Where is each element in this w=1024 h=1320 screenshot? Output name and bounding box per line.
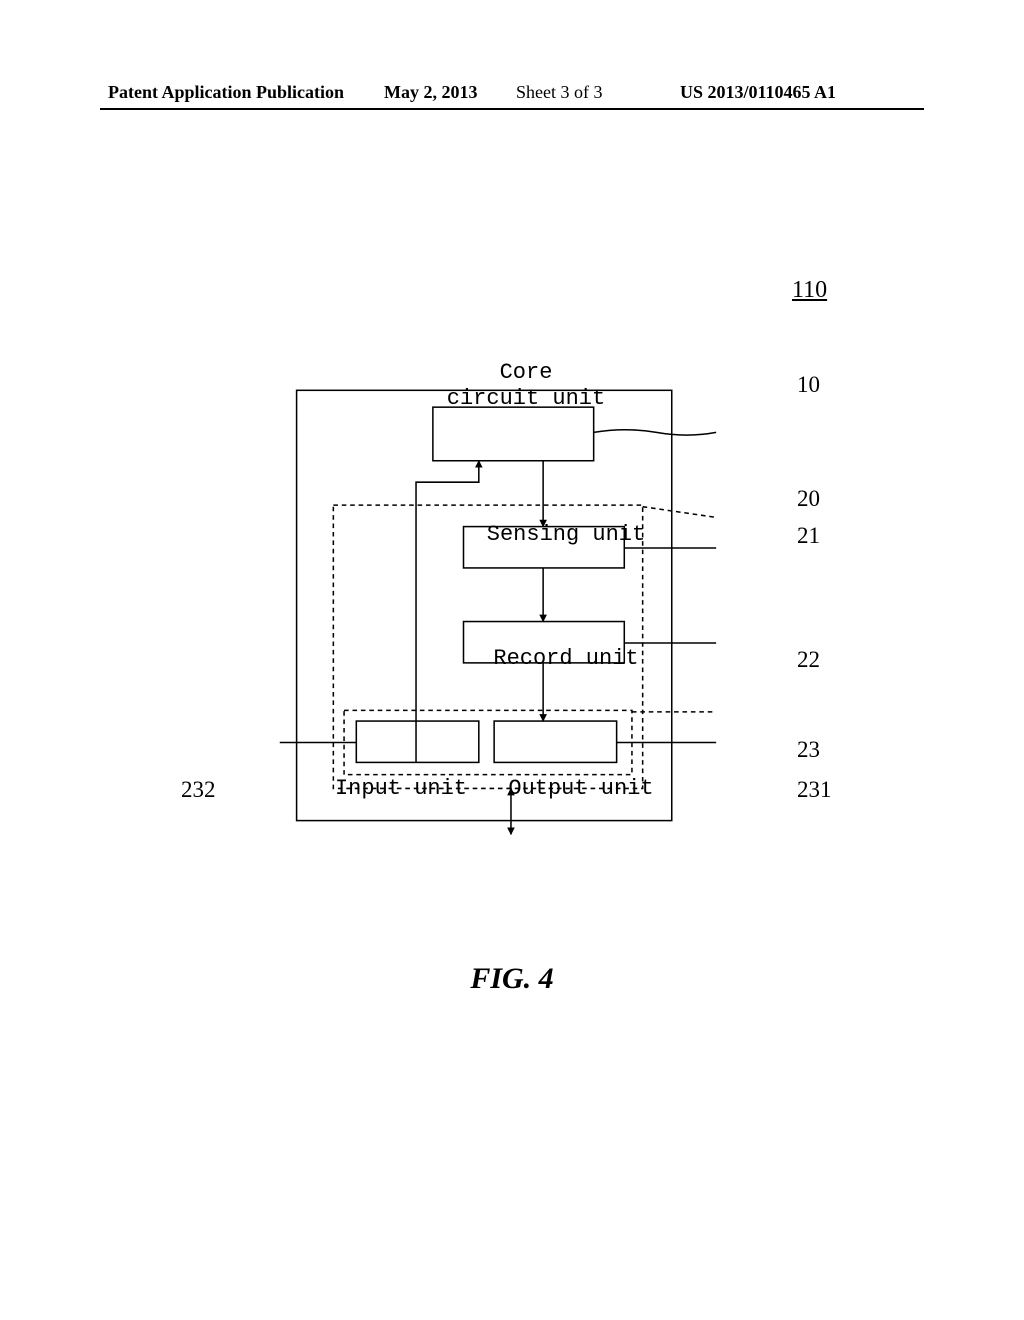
ref-20: 20: [797, 486, 820, 512]
block-diagram: Core circuit unit Sensing unit Record un…: [243, 330, 733, 910]
ref-232: 232: [181, 777, 216, 803]
header-publication: Patent Application Publication: [108, 82, 344, 103]
ref-main-110: 110: [792, 277, 827, 304]
output-unit-label: Output unit: [501, 776, 661, 801]
ref-21: 21: [797, 523, 820, 549]
ref-23: 23: [797, 737, 820, 763]
diagram-svg: [243, 330, 733, 910]
header-rule: [100, 108, 924, 110]
header-pubno: US 2013/0110465 A1: [680, 82, 836, 103]
header-sheet: Sheet 3 of 3: [516, 82, 602, 103]
core-circuit-label-bottom: circuit unit: [421, 386, 631, 411]
ref-231: 231: [797, 777, 832, 803]
record-unit-label: Record unit: [461, 646, 671, 671]
header-date: May 2, 2013: [384, 82, 478, 103]
ref-22: 22: [797, 647, 820, 673]
ref-10: 10: [797, 372, 820, 398]
figure-caption: FIG. 4: [0, 962, 1024, 996]
sensing-unit-label: Sensing unit: [461, 522, 671, 547]
core-circuit-label-top: Core: [421, 360, 631, 385]
input-unit-label: Input unit: [321, 776, 481, 801]
